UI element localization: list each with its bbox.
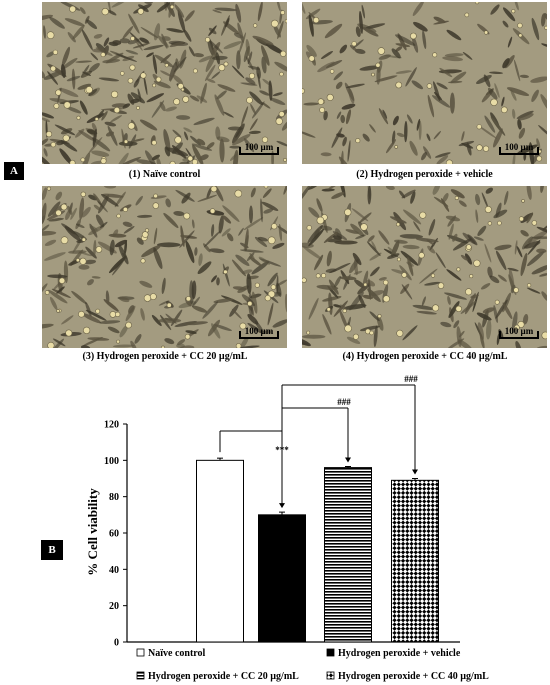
y-axis-label: % Cell viability [85,488,100,576]
bracket-arrow [412,469,418,475]
y-tick-label: 60 [109,529,119,540]
legend-swatch [326,671,335,680]
y-tick-label: 40 [109,565,119,576]
scale-bar: 100 µm [237,326,281,340]
caption-h2o2-cc40: (4) Hydrogen peroxide + CC 40 µg/mL [342,351,508,362]
caption-h2o2-cc20: (3) Hydrogen peroxide + CC 20 µg/mL [82,351,248,362]
legend-label: Hydrogen peroxide + CC 20 µg/mL [148,671,299,682]
panel-b-label: B [41,540,63,560]
bar [391,479,439,643]
legend-label: Hydrogen peroxide + vehicle [338,648,461,659]
significance-label: ### [337,397,351,407]
caption-h2o2-vehicle: (2) Hydrogen peroxide + vehicle [356,169,493,180]
micrograph-naive-control: 100 µm [42,2,287,164]
caption-naive-control: (1) Naïve control [128,169,201,180]
bar [196,459,244,643]
y-tick-label: 0 [114,638,119,649]
cell-texture [42,2,287,164]
micrograph-h2o2-vehicle: 100 µm [302,2,547,164]
scale-bar: 100 µm [497,326,541,340]
cell-viability-chart: % Cell viability 020406080100120***#####… [85,374,489,682]
y-tick-label: 80 [109,492,119,503]
legend-label: Hydrogen peroxide + CC 40 µg/mL [338,671,489,682]
scale-bar: 100 µm [497,142,541,156]
y-tick-label: 120 [104,420,119,431]
cell-texture [302,186,547,348]
bar [258,514,306,643]
scale-bar: 100 µm [237,142,281,156]
legend-swatch [136,648,145,657]
legend-swatch [136,671,145,680]
legend-swatch [326,648,335,657]
panel-a-label: A [4,162,24,180]
scale-bar-label: 100 µm [504,142,534,152]
micrograph-h2o2-cc40: 100 µm [302,186,547,348]
micrograph-h2o2-cc20: 100 µm [42,186,287,348]
scale-bar-label: 100 µm [504,326,534,336]
y-tick-label: 100 [104,456,119,467]
scale-bar-label: 100 µm [244,142,274,152]
significance-label: ### [404,374,418,384]
legend-label: Naïve control [148,648,206,659]
y-tick-label: 20 [109,601,119,612]
cell-texture [302,2,547,164]
bracket-arrow [345,457,351,463]
cell-texture [42,186,287,348]
bar [324,467,372,643]
scale-bar-label: 100 µm [244,326,274,336]
